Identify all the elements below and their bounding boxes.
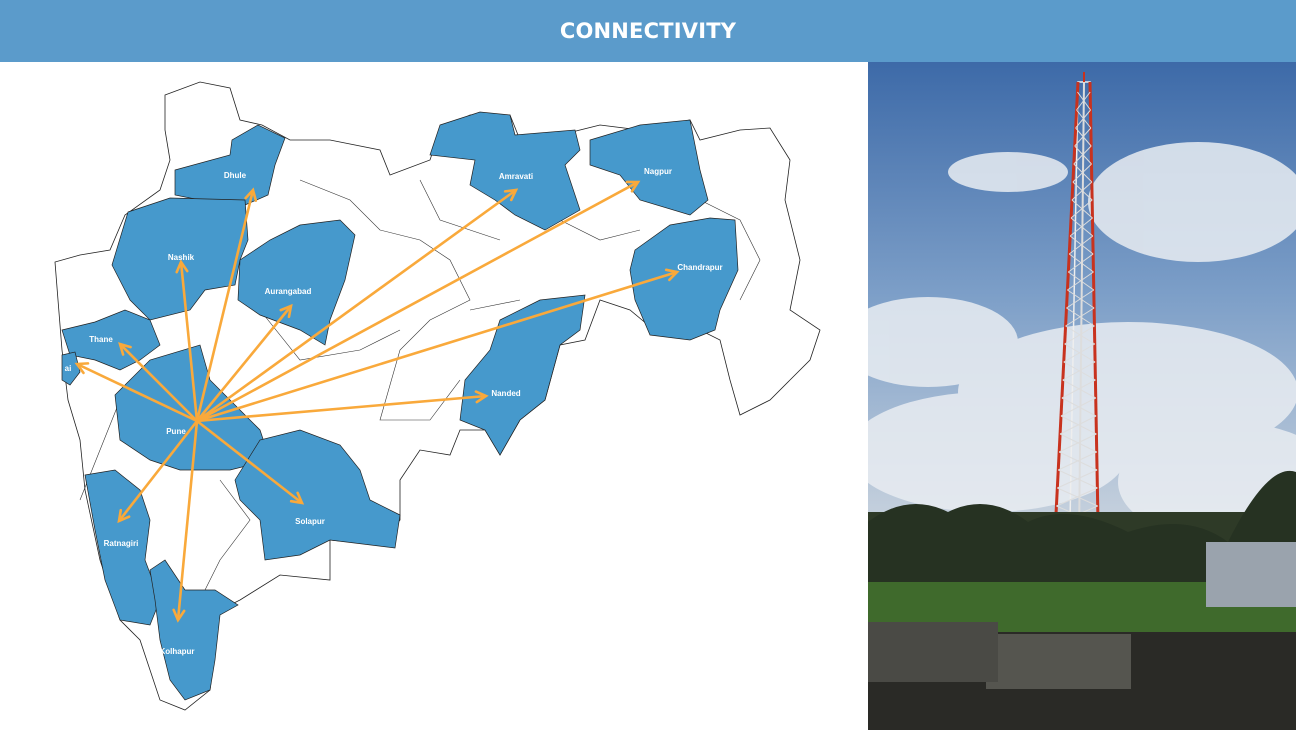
tower-photo <box>868 62 1296 730</box>
district-kolhapur <box>149 559 239 701</box>
arrow-to-dhule <box>195 187 258 422</box>
page-title: CONNECTIVITY <box>559 19 737 43</box>
arrow-to-chandrapur <box>196 268 680 423</box>
district-label-nagpur: Nagpur <box>644 167 672 176</box>
district-label-chandrapur: Chandrapur <box>677 263 722 272</box>
district-label-dhule: Dhule <box>224 171 247 180</box>
district-chandrapur <box>629 217 739 341</box>
district-thane <box>61 309 161 371</box>
district-label-nanded: Nanded <box>491 389 520 398</box>
district-ai <box>61 351 81 386</box>
district-label-solapur: Solapur <box>295 517 325 526</box>
map-svg: Dhule Nashik Aurangabad Amravati Nagpur Chand… <box>54 81 821 711</box>
tower-photo-svg <box>868 62 1296 730</box>
district-label-ai: ai <box>65 364 72 373</box>
arrow-to-solapur <box>196 419 305 505</box>
district-nanded <box>459 294 586 456</box>
district-label-amravati: Amravati <box>499 172 533 181</box>
title-bar: CONNECTIVITY <box>0 0 1296 62</box>
district-aurangabad <box>237 219 356 346</box>
arrow-to-kolhapur <box>172 420 199 623</box>
district-label-nashik: Nashik <box>168 253 195 262</box>
district-label-kolhapur: Kolhapur <box>159 647 194 656</box>
arrow-to-nagpur <box>196 180 641 423</box>
district-nashik <box>111 197 249 321</box>
arrow-to-ratnagiri <box>117 420 199 524</box>
tower-base <box>986 634 1131 689</box>
district-label-thane: Thane <box>89 335 113 344</box>
building <box>1206 542 1296 607</box>
arrow-to-thane <box>118 342 198 422</box>
district-nagpur <box>589 119 709 216</box>
district-label-ratnagiri: Ratnagiri <box>104 539 139 548</box>
arrow-to-aurangabad <box>195 303 293 422</box>
arrow-to-nanded <box>196 390 489 423</box>
maharashtra-connectivity-map: Dhule Nashik Aurangabad Amravati Nagpur Chand… <box>0 62 866 730</box>
district-solapur <box>234 429 401 561</box>
district-label-pune: Pune <box>166 427 186 436</box>
district-label-aurangabad: Aurangabad <box>265 287 312 296</box>
arrow-to-ai <box>74 362 198 423</box>
arrow-to-nashik <box>175 259 199 422</box>
arrow-to-amravati <box>196 188 519 423</box>
district-amravati <box>429 111 581 231</box>
clouds <box>868 142 1296 542</box>
